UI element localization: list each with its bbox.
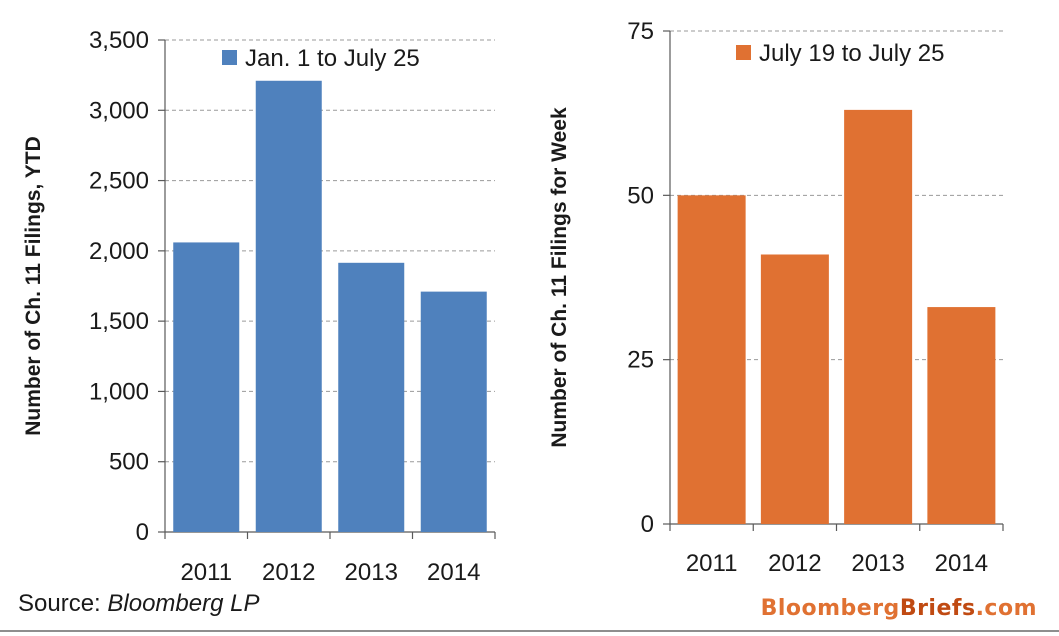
chart1-legend-swatch [222, 50, 237, 65]
source-name: Bloomberg LP [107, 590, 260, 617]
chart1-ytick-label: 500 [109, 449, 149, 476]
chart2-ytick-label: 75 [627, 18, 654, 45]
chart2-category-label: 2011 [686, 550, 738, 577]
source-note: Source: Bloomberg LP [18, 590, 259, 618]
chart2-bar-2014 [927, 307, 996, 524]
chart1-category-label: 2011 [180, 559, 232, 586]
chart1-y-axis-title: Number of Ch. 11 Filings, YTD [22, 136, 45, 436]
chart2-bar-2012 [760, 254, 829, 524]
chart1-bar-2012 [255, 80, 322, 532]
chart2-ytick-label: 50 [627, 182, 654, 209]
source-prefix: Source: [18, 590, 108, 617]
chart1-category-label: 2014 [427, 559, 480, 586]
chart1-category-label: 2013 [345, 559, 398, 586]
chart2-y-axis-title: Number of Ch. 11 Filings for Week [548, 107, 571, 448]
chart1-ytick-label: 2,000 [89, 238, 149, 265]
chart2-ytick-label: 0 [641, 511, 654, 538]
chart2-bar-2011 [677, 195, 746, 525]
brand-text-part2: Briefs [899, 596, 976, 621]
chart1-ytick-label: 1,500 [89, 308, 149, 335]
chart2-legend-swatch [736, 45, 751, 60]
chart2-ytick-label: 25 [627, 347, 654, 374]
chart1-bar-2011 [173, 242, 240, 532]
chart1-bar-2014 [420, 291, 487, 532]
chart1-legend-label: Jan. 1 to July 25 [245, 45, 420, 72]
chart1-ytick-label: 3,000 [89, 97, 149, 124]
bottom-divider [0, 630, 1059, 632]
chart2-bar-2013 [844, 109, 913, 524]
chart1-ytick-label: 1,000 [89, 378, 149, 405]
chart2-legend-label: July 19 to July 25 [759, 40, 944, 67]
brand-logo: BloombergBriefs.com [761, 596, 1037, 621]
chart1-ytick-label: 2,500 [89, 168, 149, 195]
chart2-category-label: 2013 [851, 550, 904, 577]
chart1-ytick-label: 3,500 [89, 27, 149, 54]
brand-text-part1: Bloomberg [760, 596, 900, 621]
chart1-category-label: 2012 [262, 559, 315, 586]
chart1-ytick-label: 0 [136, 519, 149, 546]
brand-text-part3: .com [975, 596, 1037, 621]
chart2-category-label: 2014 [935, 550, 988, 577]
chart1-bar-2013 [338, 262, 405, 532]
chart2-category-label: 2012 [768, 550, 821, 577]
